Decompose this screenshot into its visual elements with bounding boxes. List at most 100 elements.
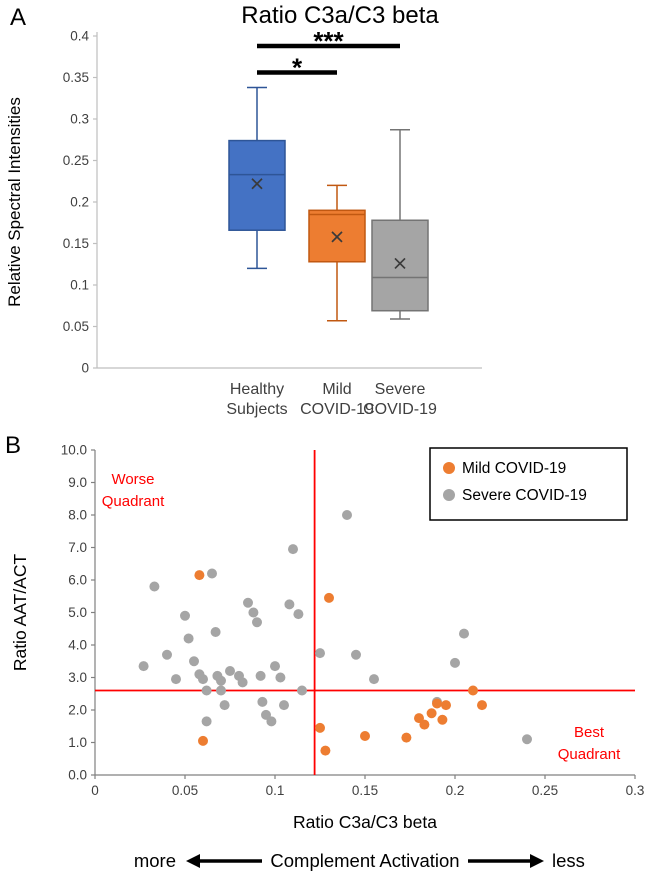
y-tick-label: 0 [81,361,89,376]
scatter-point [369,674,379,685]
y-tick-label: 0.4 [70,29,89,44]
y-tick-label: 0.35 [63,70,89,85]
scatter-point [138,661,149,672]
scatter-point [225,666,235,676]
box-healthy-subjects [228,86,286,270]
scatter-point [284,599,295,610]
significance-stars: * [292,53,303,83]
best-quadrant-label: Best [574,724,605,741]
boxplot-category-label: Severe COVID-19 [363,381,437,418]
scatter-point [419,719,430,730]
x-tick-label: 0.1 [266,783,285,798]
y-tick-label: 8.0 [68,508,87,523]
series-mild-covid-19 [194,570,487,756]
y-tick-label: 3.0 [68,670,87,685]
right-arrow-icon [468,854,544,868]
worse-quadrant-label: Worse [111,471,154,488]
svg-text:Subjects: Subjects [226,401,287,418]
panel-a-label: A [10,4,27,31]
complement-activation-annotation: Complement Activation more less [134,850,585,871]
y-tick-label: 2.0 [68,703,87,718]
scatter-point [183,633,194,644]
scatter-point [201,685,212,696]
scatter-point [266,716,277,727]
boxplot-category-label: Healthy Subjects [226,381,287,418]
boxplot-title: Ratio C3a/C3 beta [241,2,439,29]
boxplot-y-axis-title: Relative Spectral Intensities [5,97,24,307]
x-tick-label: 0.3 [626,783,645,798]
boxplot-chart: Ratio C3a/C3 beta Relative Spectral Inten… [5,2,482,418]
scatter-point [255,670,266,681]
scatter-point [320,745,331,756]
box-severe-covid-19 [371,129,429,320]
scatter-point [297,685,307,696]
y-tick-label: 0.3 [70,112,89,127]
scatter-y-axis-title: Ratio AAT/ACT [10,554,30,672]
scatter-point [210,627,221,637]
svg-text:COVID-19: COVID-19 [300,401,374,418]
scatter-point [243,597,253,608]
x-tick-label: 0 [91,783,99,798]
scatter-point [468,685,478,696]
panel-b: B 0.0 1.0 2.0 3.0 4.0 5.0 6.0 7.0 8.0 9.0 10.0 0 0.0… [0,430,650,896]
y-tick-label: 7.0 [68,540,87,555]
scatter-point [162,649,172,660]
x-tick-label: 0.15 [352,783,378,798]
y-tick-label: 6.0 [68,573,87,588]
scatter-chart: 0.0 1.0 2.0 3.0 4.0 5.0 6.0 7.0 8.0 9.0 10.0 0 0.05 0… [10,443,645,872]
scatter-point [252,617,262,628]
scatter-point [342,510,352,520]
y-tick-label: 0.05 [63,319,89,334]
legend: Mild COVID-19 Severe COVID-19 [429,447,628,521]
scatter-point [198,735,208,746]
x-tick-label: 0.25 [532,783,558,798]
y-tick-label: 5.0 [68,605,87,620]
panel-b-label: B [5,432,22,459]
reference-lines [95,450,635,775]
y-tick-label: 9.0 [68,475,87,490]
scatter-point [293,609,304,620]
legend-box [429,447,628,521]
legend-marker-icon [443,489,455,501]
scatter-point [194,570,205,581]
scatter-axes: 0.0 1.0 2.0 3.0 4.0 5.0 6.0 7.0 8.0 9.0 10.0 0 0.05 0… [61,443,645,799]
scatter-point [279,700,289,711]
boxplot-axes: 0 0.05 0.1 0.15 0.2 0.25 0.3 0.35 0.4 [63,29,482,376]
y-tick-label: 0.15 [63,236,89,251]
mean-marker [394,257,406,270]
scatter-point [459,628,469,639]
scatter-point [432,698,442,709]
mean-marker [251,178,263,190]
scatter-point [257,696,268,707]
boxplot-category-label: Mild COVID-19 [300,381,374,418]
quadrant-labels: Worse Quadrant Best Quadrant [102,471,621,763]
scatter-point [219,700,230,711]
more-label: more [134,850,176,871]
y-tick-label: 0.25 [63,153,89,168]
y-tick-label: 0.2 [70,195,89,210]
y-tick-label: 0.1 [70,278,89,293]
worse-quadrant-label: Quadrant [102,493,165,510]
panel-a: A Ratio C3a/C3 beta Relative Spectral Int… [0,0,650,430]
scatter-point [237,677,248,688]
mean-marker [331,231,343,243]
scatter-point [477,700,487,711]
scatter-point [198,674,208,685]
scatter-point [441,700,451,711]
scatter-point [171,674,181,685]
best-quadrant-label: Quadrant [558,746,621,763]
y-tick-label: 10.0 [61,443,87,458]
scatter-point [149,581,160,592]
scatter-x-axis-title: Ratio C3a/C3 beta [293,812,437,832]
scatter-point [180,610,190,621]
scatter-point [522,734,532,745]
scatter-point [401,732,412,743]
svg-text:Healthy: Healthy [230,381,284,398]
x-tick-label: 0.05 [172,783,198,798]
legend-label: Severe COVID-19 [462,487,587,504]
scatter-point [450,657,460,668]
scatter-point [270,661,280,672]
scatter-point [315,648,325,659]
scatter-point [437,714,448,725]
box-mild-covid-19 [308,184,366,322]
